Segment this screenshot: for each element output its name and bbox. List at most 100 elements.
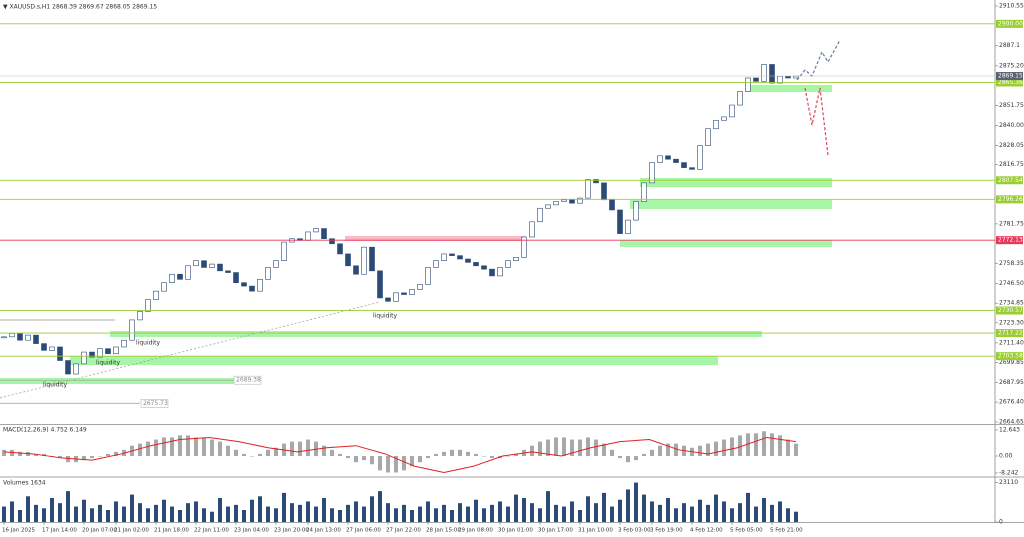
candle [521, 236, 527, 258]
volume-bar [442, 504, 446, 522]
candle [681, 162, 687, 168]
volume-bar [570, 501, 574, 522]
volume-bar [234, 504, 238, 522]
volume-bar [50, 498, 54, 522]
macd-bar [434, 453, 438, 456]
macd-bar [610, 449, 614, 456]
candle [417, 284, 423, 290]
volume-bar [186, 503, 190, 522]
candle [713, 119, 719, 130]
macd-bar [386, 455, 390, 473]
volume-bar [322, 498, 326, 522]
volume-bar [770, 504, 774, 522]
volume-bar [250, 499, 254, 522]
macd-bar [290, 441, 294, 456]
volume-bar [762, 498, 766, 522]
x-tick-label: 31 Jan 10:00 [578, 528, 613, 534]
candle [369, 246, 375, 272]
candle [17, 333, 23, 341]
price-label-bg [996, 72, 1023, 81]
level-label-bg [996, 19, 1023, 28]
volume-bar [538, 508, 542, 522]
candle [601, 182, 607, 201]
macd-bar [394, 455, 398, 473]
candle [281, 241, 287, 261]
macd-bar [490, 455, 494, 459]
volume-bar [258, 496, 262, 522]
candle [177, 273, 183, 280]
x-tick-label: 24 Jan 13:00 [306, 528, 341, 534]
x-tick-label: 5 Feb 21:00 [770, 528, 803, 534]
candle [593, 179, 599, 184]
volume-bar [682, 503, 686, 522]
level-label-bg [996, 352, 1023, 361]
macd-bar [506, 455, 510, 457]
candle [49, 346, 55, 351]
candle [393, 292, 399, 302]
volume-bar [746, 492, 750, 522]
volume-bar [690, 506, 694, 522]
volume-bar [514, 494, 518, 522]
volume-bar [34, 504, 38, 522]
candle [561, 199, 567, 202]
y-tick-label: -8.242 [999, 469, 1019, 476]
macd-bar [650, 449, 654, 456]
candle [113, 346, 119, 355]
macd-bar [458, 449, 462, 456]
volume-bar [666, 498, 670, 522]
volume-bar [602, 492, 606, 522]
volume-bar [626, 489, 630, 522]
zone-red [345, 236, 525, 241]
signal-line [3, 436, 797, 473]
level-label-bg [996, 78, 1023, 87]
zone [0, 378, 235, 384]
candle [313, 228, 319, 233]
x-tick-label: 3 Feb 03:00 [618, 528, 651, 534]
volume-bar [162, 499, 166, 522]
macd-bar [234, 449, 238, 456]
candle [241, 282, 247, 287]
level-label: 2796.26 [998, 196, 1023, 203]
level-label: 2807.54 [998, 177, 1023, 184]
zone [745, 85, 832, 92]
macd-bar [762, 431, 766, 456]
macd-bar [274, 447, 278, 456]
candle [649, 162, 655, 184]
volume-bar [194, 501, 198, 522]
macd-bar [170, 437, 174, 456]
y-tick-label: 0.00 [999, 452, 1013, 459]
candle [217, 263, 223, 272]
volume-bar [2, 506, 6, 522]
macd-bar [138, 443, 142, 456]
candle [689, 167, 695, 170]
macd-bar [362, 455, 366, 461]
candle [233, 272, 239, 283]
x-tick-label: 23 Jan 04:00 [234, 528, 269, 534]
x-tick-label: 27 Jan 22:00 [386, 528, 421, 534]
volume-bar [594, 503, 598, 522]
candle [569, 199, 575, 204]
volume-bar [634, 482, 638, 522]
macd-bar [658, 445, 662, 456]
volume-bar [370, 496, 374, 522]
macd-bar [738, 435, 742, 456]
volume-bar [394, 508, 398, 522]
volume-bar [306, 501, 310, 522]
macd-bar [194, 437, 198, 456]
candle [361, 246, 367, 275]
y-tick-label: 2851.75 [999, 102, 1024, 109]
x-tick-label: 30 Jan 01:00 [498, 528, 533, 534]
candle [793, 75, 799, 79]
macd-title: MACD(12,26,9) 4.752 6.149 [3, 427, 87, 434]
macd-bar [554, 437, 558, 456]
projection-down [804, 87, 829, 156]
volume-bar [10, 501, 14, 522]
candle [209, 263, 215, 268]
macd-bar [474, 453, 478, 456]
volume-bar [330, 508, 334, 522]
macd-bar [370, 455, 374, 465]
volume-bar [450, 510, 454, 522]
macd-bar [298, 441, 302, 456]
candle [249, 285, 255, 292]
volume-bar [266, 506, 270, 522]
